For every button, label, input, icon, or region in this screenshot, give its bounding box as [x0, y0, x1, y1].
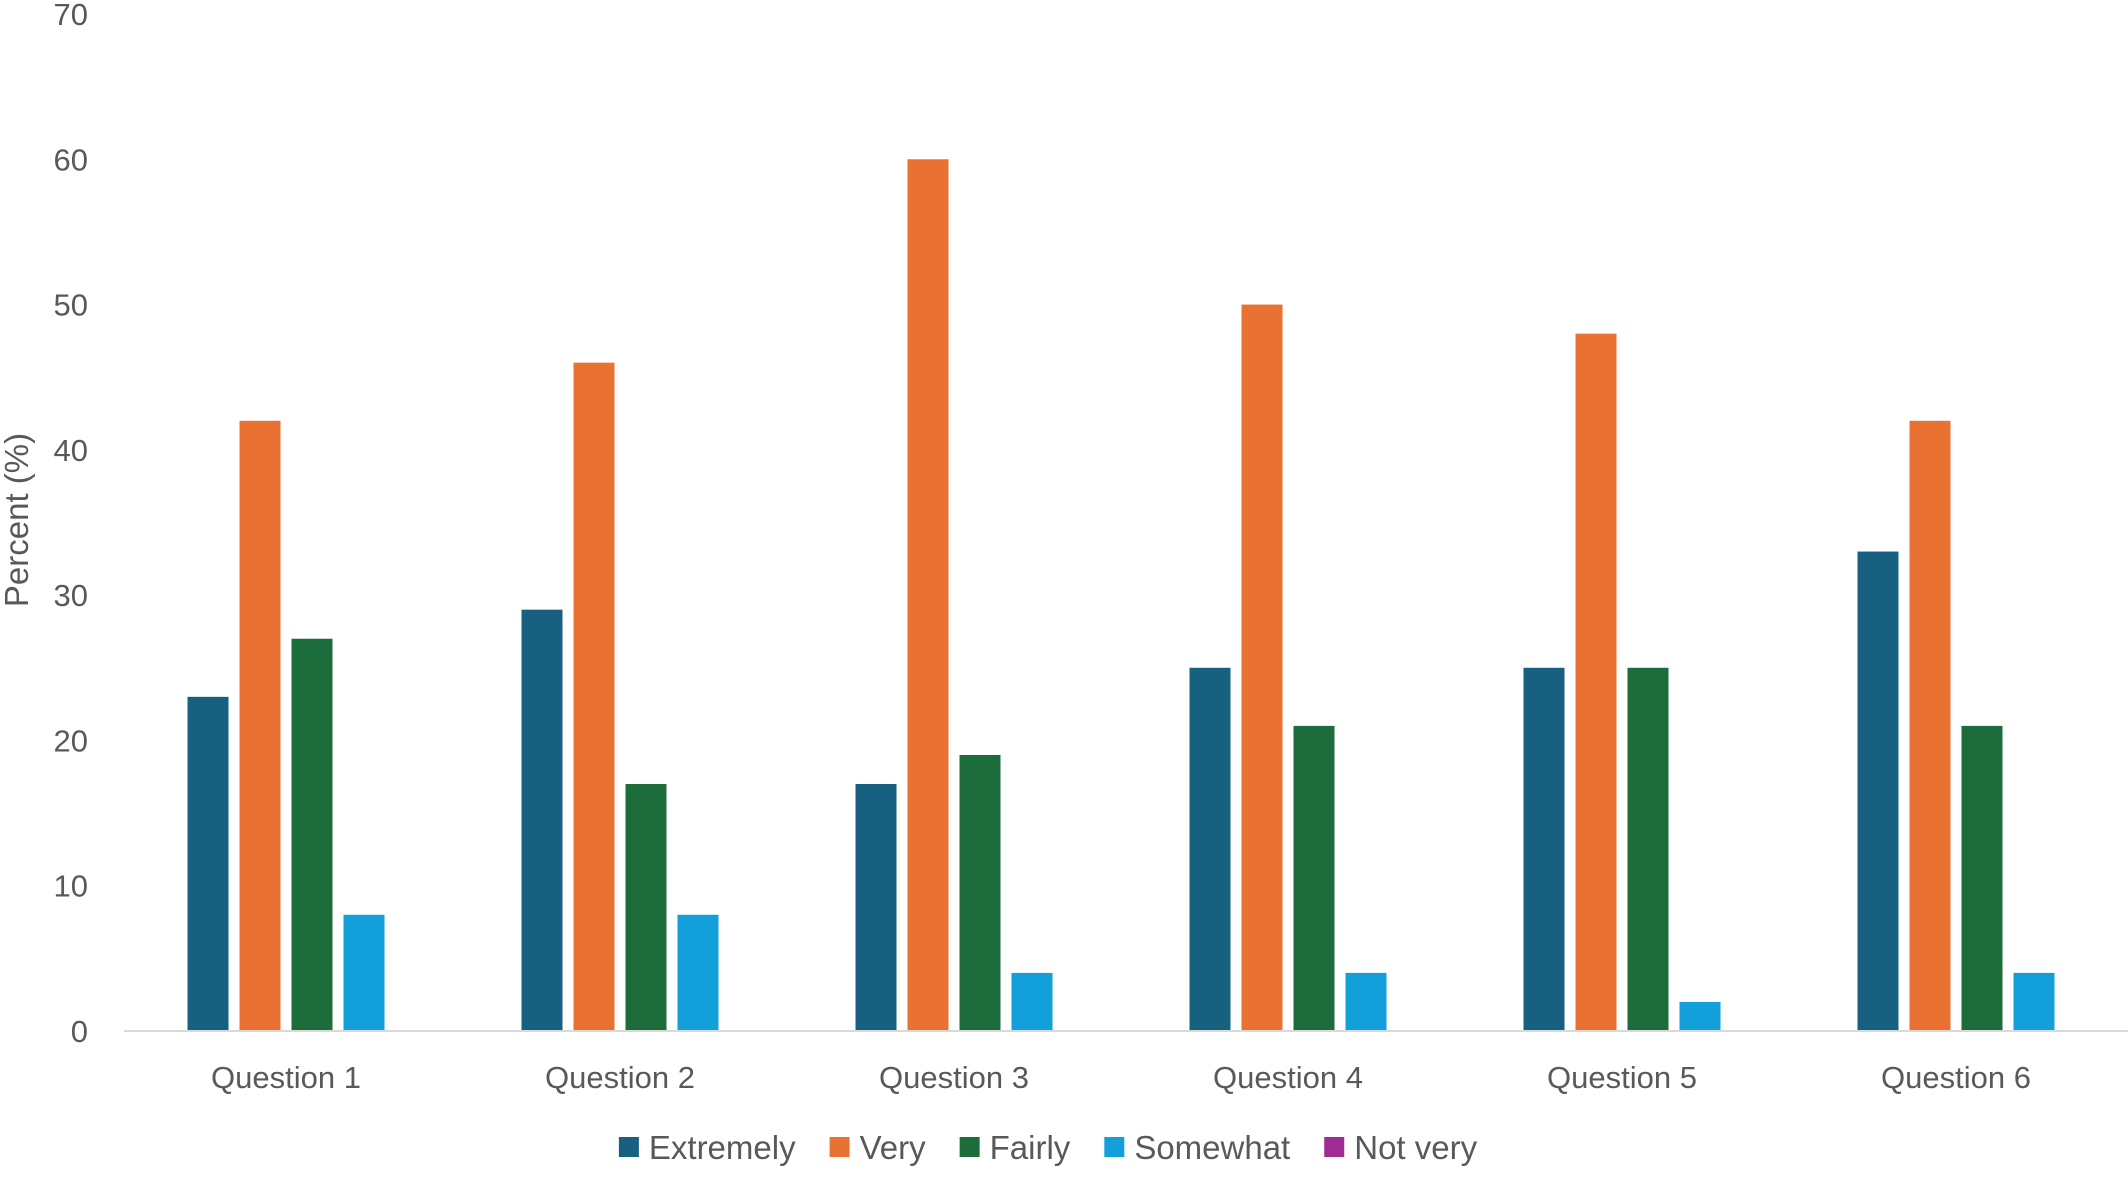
x-axis-labels: Question 1 Question 2 Question 3 Question 4… — [211, 1060, 2031, 1095]
y-tick-label: 50 — [54, 288, 88, 323]
bar-somewhat — [677, 914, 719, 1031]
bar-fairly — [1293, 725, 1335, 1031]
legend: Extremely Very Fairly Somewhat Not very — [618, 1129, 1478, 1166]
x-category-label: Question 6 — [1881, 1060, 2031, 1095]
bar-fairly — [625, 784, 667, 1031]
legend-label: Very — [860, 1129, 927, 1166]
x-category-label: Question 2 — [545, 1060, 695, 1095]
y-tick-label: 60 — [54, 142, 88, 177]
bar-extremely — [855, 784, 897, 1031]
y-axis-ticks: 0 10 20 30 40 50 60 70 — [54, 0, 88, 1049]
bar-fairly — [291, 638, 333, 1031]
bar-extremely — [187, 696, 229, 1031]
y-tick-label: 20 — [54, 723, 88, 758]
bar-extremely — [1523, 667, 1565, 1031]
bar-fairly — [1961, 725, 2003, 1031]
bar-very — [1575, 333, 1617, 1032]
legend-item: Very — [829, 1129, 927, 1166]
legend-swatch — [1324, 1137, 1345, 1157]
bar-very — [1241, 304, 1283, 1032]
y-axis-title: Percent (%) — [0, 433, 35, 607]
legend-swatch — [959, 1137, 980, 1157]
legend-swatch — [618, 1137, 639, 1157]
legend-item: Extremely — [618, 1129, 796, 1166]
bar-very — [907, 159, 949, 1032]
legend-item: Somewhat — [1104, 1129, 1290, 1166]
bar-somewhat — [1679, 1001, 1721, 1031]
x-category-label: Question 5 — [1547, 1060, 1697, 1095]
bar-very — [1909, 420, 1951, 1031]
y-tick-label: 70 — [54, 0, 88, 32]
x-category-label: Question 3 — [879, 1060, 1029, 1095]
bar-fairly — [1627, 667, 1669, 1031]
x-category-label: Question 4 — [1213, 1060, 1363, 1095]
bar-very — [239, 420, 281, 1031]
legend-label: Fairly — [990, 1129, 1071, 1166]
legend-item: Fairly — [959, 1129, 1071, 1166]
bar-very — [573, 362, 615, 1032]
bar-somewhat — [1011, 972, 1053, 1031]
y-tick-label: 10 — [54, 869, 88, 904]
y-tick-label: 40 — [54, 433, 88, 468]
legend-item: Not very — [1324, 1129, 1478, 1166]
bar-fairly — [959, 754, 1001, 1031]
y-tick-label: 0 — [71, 1014, 88, 1049]
bars — [187, 159, 2055, 1032]
legend-label: Somewhat — [1134, 1129, 1290, 1166]
legend-swatch — [829, 1137, 850, 1157]
legend-label: Extremely — [649, 1129, 796, 1166]
x-category-label: Question 1 — [211, 1060, 361, 1095]
bar-somewhat — [1345, 972, 1387, 1031]
legend-label: Not very — [1354, 1129, 1477, 1166]
bar-somewhat — [2013, 972, 2055, 1031]
legend-swatch — [1104, 1137, 1125, 1157]
y-tick-label: 30 — [54, 578, 88, 613]
bar-extremely — [521, 609, 563, 1031]
bar-extremely — [1189, 667, 1231, 1031]
bar-somewhat — [343, 914, 385, 1031]
bar-extremely — [1857, 551, 1899, 1031]
